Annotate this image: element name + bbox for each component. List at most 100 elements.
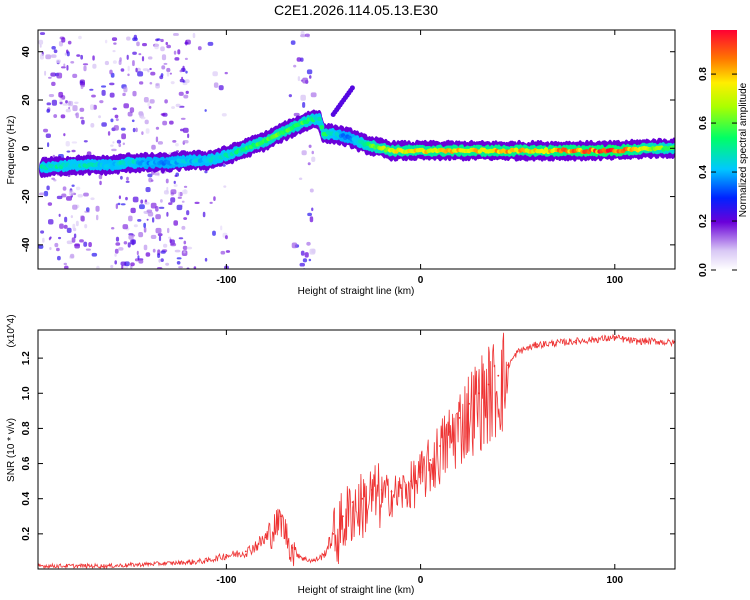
noise-speck [155, 136, 159, 143]
noise-speck [133, 34, 137, 40]
snr-ytick-label: 0.2 [21, 526, 32, 540]
noise-speck [51, 99, 57, 106]
noise-speck [209, 201, 213, 204]
noise-speck [151, 144, 156, 150]
noise-speck [46, 185, 50, 191]
noise-speck [127, 73, 130, 77]
noise-speck [136, 41, 140, 47]
snr-point [147, 562, 150, 565]
noise-speck [170, 243, 177, 247]
noise-speck [151, 179, 154, 182]
noise-speck [79, 107, 85, 112]
noise-speck [59, 101, 63, 105]
colorbar-label: Normalized spectral amplitude [738, 82, 749, 217]
noise-speck [62, 186, 67, 191]
noise-speck [72, 223, 76, 230]
noise-speck [131, 239, 135, 246]
noise-speck [165, 262, 170, 266]
snr-point [109, 564, 111, 567]
noise-speck [133, 224, 138, 228]
noise-speck [308, 144, 312, 148]
snr-point [594, 337, 597, 340]
noise-speck [83, 65, 87, 72]
snr-ytick-label: 1.2 [21, 351, 32, 365]
noise-speck [40, 230, 45, 234]
noise-speck [39, 192, 45, 196]
noise-speck [147, 173, 153, 178]
noise-speck [71, 237, 76, 243]
noise-speck [75, 220, 79, 227]
noise-speck [293, 64, 297, 68]
noise-speck [111, 227, 115, 230]
noise-speck [302, 258, 308, 263]
noise-speck [311, 156, 316, 162]
noise-speck [46, 102, 52, 106]
noise-speck [77, 194, 83, 198]
snr-point [342, 515, 344, 518]
noise-speck [298, 177, 303, 180]
noise-speck [51, 81, 56, 86]
colorbar-ticks: 0.0 0.2 0.4 0.6 0.8 [698, 67, 737, 277]
noise-speck [50, 72, 57, 77]
noise-speck [157, 233, 163, 237]
noise-speck [88, 242, 92, 248]
noise-speck [152, 217, 155, 223]
noise-speck [114, 253, 117, 257]
noise-speck [174, 174, 178, 177]
noise-speck [174, 249, 181, 253]
noise-speck [308, 258, 312, 262]
noise-speck [65, 141, 70, 147]
noise-speck [194, 201, 200, 204]
noise-speck [38, 244, 44, 249]
noise-speck [80, 86, 84, 90]
snr-point [206, 559, 208, 562]
noise-speck [83, 241, 88, 247]
noise-speck [171, 106, 175, 109]
noise-speck [160, 113, 166, 116]
noise-speck [122, 142, 125, 146]
noise-speck [142, 43, 147, 47]
noise-speck [197, 46, 202, 51]
noise-speck [45, 54, 52, 60]
noise-speck [166, 71, 170, 77]
noise-speck [118, 195, 121, 200]
snr-ytick-label: 0.4 [21, 491, 32, 505]
snr-point [497, 374, 500, 377]
noise-speck [184, 57, 188, 60]
snr-point [371, 489, 373, 491]
noise-speck [84, 224, 88, 229]
noise-speck [173, 33, 179, 36]
noise-speck [62, 103, 69, 106]
noise-speck [101, 89, 106, 96]
spectrogram-xtick-label: -100 [216, 275, 236, 286]
noise-speck [48, 76, 52, 79]
noise-speck [112, 141, 115, 144]
noise-speck [135, 127, 138, 133]
noise-speck [145, 252, 151, 257]
noise-speck [111, 148, 117, 152]
noise-speck [127, 242, 131, 248]
noise-speck [149, 99, 155, 104]
noise-speck [74, 243, 80, 249]
noise-speck [126, 176, 129, 181]
noise-speck [120, 127, 126, 131]
noise-speck [91, 252, 98, 257]
noise-speck [109, 69, 113, 75]
noise-speck [132, 60, 135, 67]
noise-speck [160, 46, 165, 52]
snr-xtick-label: -100 [216, 575, 236, 586]
noise-speck [71, 184, 75, 187]
noise-speck [115, 236, 120, 242]
noise-speck [225, 250, 231, 253]
noise-speck [204, 257, 208, 262]
noise-speck [183, 185, 188, 188]
noise-speck [182, 140, 189, 144]
noise-speck [174, 57, 180, 61]
noise-speck [110, 118, 114, 123]
noise-speck [128, 215, 133, 222]
snr-point [291, 547, 294, 549]
snr-point [652, 339, 655, 342]
noise-speck [92, 63, 97, 69]
noise-speck [115, 203, 118, 209]
noise-speck [51, 46, 56, 50]
